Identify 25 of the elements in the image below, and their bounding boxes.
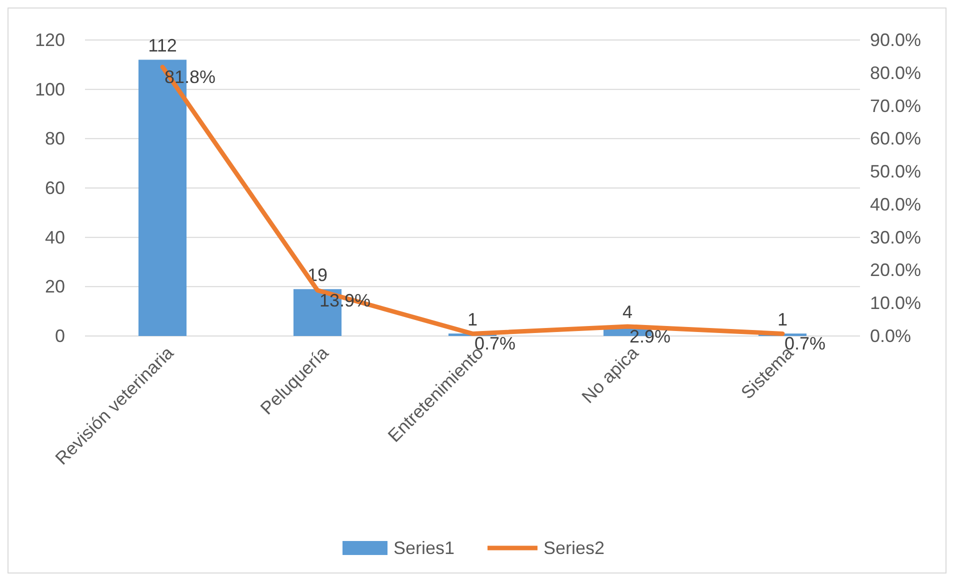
y2-tick-label: 30.0%: [870, 227, 922, 248]
y-tick-label: 80: [44, 128, 65, 149]
y2-tick-label: 10.0%: [870, 293, 922, 314]
y2-tick-label: 20.0%: [870, 260, 922, 280]
y2-tick-label: 90.0%: [870, 30, 922, 50]
y2-tick-label: 0.0%: [870, 326, 912, 346]
legend-label: Series1: [394, 538, 455, 558]
y2-tick-label: 40.0%: [870, 194, 922, 214]
y2-tick-label: 80.0%: [870, 62, 922, 83]
data-label: 4: [622, 302, 633, 322]
y-tick-label: 120: [34, 30, 65, 50]
y-tick-label: 0: [54, 326, 65, 346]
data-label: 13.9%: [320, 290, 371, 310]
y-tick-label: 60: [44, 178, 65, 198]
data-label: 112: [148, 36, 177, 56]
y-tick-label: 100: [34, 79, 65, 100]
legend-label: Series2: [544, 538, 605, 558]
y2-tick-label: 50.0%: [870, 162, 922, 182]
y2-tick-label: 70.0%: [870, 96, 922, 116]
y2-tick-label: 60.0%: [870, 128, 922, 149]
data-label: 1: [777, 310, 788, 330]
y-tick-label: 20: [44, 276, 65, 297]
y-tick-label: 40: [44, 227, 65, 248]
data-label: 1: [467, 310, 478, 330]
data-label: 2.9%: [630, 326, 671, 346]
